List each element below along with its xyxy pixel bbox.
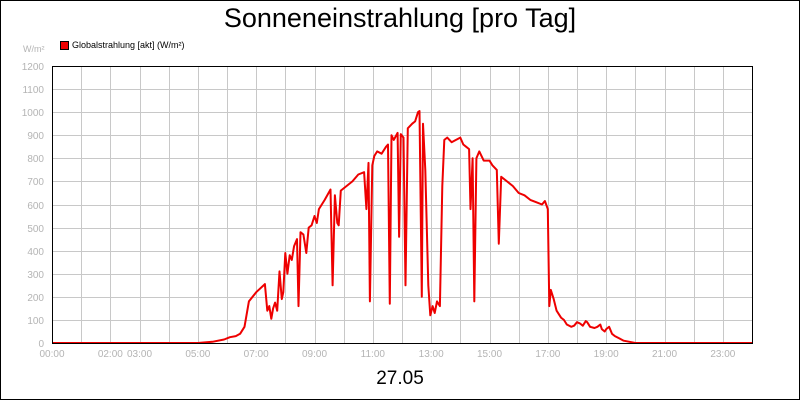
date-label: 27.05 [376,368,424,389]
legend-label: Globalstrahlung [akt] (W/m²) [72,40,185,50]
x-tick-label: 09:00 [302,349,327,360]
x-tick-label: 05:00 [185,349,210,360]
x-tick-label: 13:00 [419,349,444,360]
x-tick-label: 02:00 [98,349,123,360]
x-tick-label: 11:00 [361,349,386,360]
y-tick-label: 100 [27,316,44,327]
legend: Globalstrahlung [akt] (W/m²) [60,40,185,50]
legend-swatch [60,40,69,50]
y-axis-unit: W/m² [23,44,45,54]
y-tick-label: 500 [27,224,44,235]
y-tick-label: 1200 [22,62,45,73]
x-tick-label: 03:00 [127,349,152,360]
y-tick-label: 1000 [22,108,45,119]
series-layer [52,110,752,344]
chart-title: Sonneneinstrahlung [pro Tag] [223,3,577,33]
x-tick-label: 19:00 [594,349,619,360]
x-tick-label: 23:00 [710,349,735,360]
y-tick-label: 700 [27,177,44,188]
x-tick-label: 15:00 [477,349,502,360]
x-tick-label: 21:00 [652,349,677,360]
y-axis-ticks: 0 100 200 300 400 500 600 700 800 900 1000 1100 1200 [22,62,45,350]
x-tick-label: 17:00 [535,349,560,360]
x-axis-ticks: 00:00 02:00 03:00 05:00 07:00 09:00 11:00 13:00… [39,349,735,360]
y-tick-label: 0 [38,339,44,350]
series-line [52,110,752,344]
y-tick-label: 900 [27,131,44,142]
y-tick-label: 600 [27,201,44,212]
y-tick-label: 1100 [22,85,44,96]
y-tick-label: 300 [27,270,44,281]
x-tick-label: 07:00 [244,349,269,360]
y-tick-label: 400 [27,247,44,258]
grid [52,66,752,344]
y-tick-label: 800 [27,154,44,165]
y-tick-label: 200 [27,293,44,304]
plot-border [52,66,753,344]
x-tick-label: 00:00 [39,349,64,360]
